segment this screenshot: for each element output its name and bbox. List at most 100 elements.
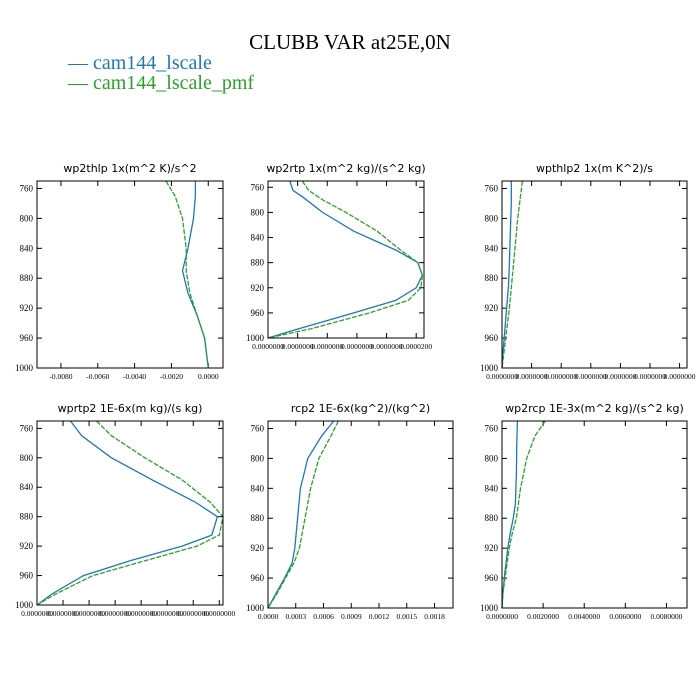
x-tick-label: 0.0000 [198,372,219,381]
x-tick-label: 0.0000000 [203,609,235,618]
legend-item-cam144-lscale-pmf: — cam144_lscale_pmf [68,72,255,94]
x-tick-label: 0.0009 [341,612,362,621]
subplot-title: wpthlp2 1x(m K^2)/s [536,162,653,175]
y-tick-label: 1000 [246,603,265,613]
x-tick-label: 0.0000000 [73,609,105,618]
y-tick-label: 840 [485,243,499,253]
x-tick-label: 0.0018 [424,612,445,621]
x-tick-label: 0.0000200 [400,342,432,351]
y-tick-label: 760 [20,183,34,193]
subplot-1: wp2thlp 1x(m^2 K)/s^2 760 800 840 880 920 960 1… [15,162,224,381]
x-tick-label: 0.0000000 [341,342,373,351]
x-tick-label: 0.0000000 [575,372,607,381]
y-tick-label: 800 [485,453,499,463]
subplot-2: wp2rtp 1x(m^2 kg)/(s^2 kg)760 800 840 880 92… [246,162,432,351]
subplot-3: wpthlp2 1x(m K^2)/s 760 800 840 880 920 960 100… [480,162,696,381]
y-tick-label: 960 [485,573,499,583]
y-tick-label: 760 [251,423,265,433]
y-tick-label: 960 [20,571,34,581]
y-tick-label: 800 [20,213,34,223]
subplot-6: wp2rcp 1E-3x(m^2 kg)/(s^2 kg) 760 800 840 88… [480,402,688,621]
y-tick-label: 960 [485,333,499,343]
x-tick-label: -0.0040 [123,372,146,381]
series-line-cam144-lscale-pmf [165,180,209,369]
y-tick-label: 960 [251,308,265,318]
x-tick-label: 0.0060000 [609,612,641,621]
y-tick-label: 920 [485,303,499,313]
y-tick-label: 840 [251,233,265,243]
figure-title: CLUBB VAR at25E,0N [249,30,451,54]
plot-frame [267,420,454,609]
y-tick-label: 800 [20,453,34,463]
x-tick-label: 0.0000000 [664,372,696,381]
legend-item-cam144-lscale: — cam144_lscale [68,52,212,74]
subplot-5: rcp2 1E-6x(kg^2)/(kg^2) 760 800 840 880 920 96… [246,402,454,621]
legend-label: cam144_lscale [93,52,212,74]
x-tick-label: 0.0006 [313,612,334,621]
x-tick-label: 0.0000000 [282,342,314,351]
series-line-cam144-lscale-pmf [36,420,224,606]
x-tick-label: 0.0000000 [252,342,284,351]
series-line-cam144-lscale [267,420,335,609]
x-tick-label: 0.0040000 [568,612,600,621]
x-tick-label: 0.0000000 [311,342,343,351]
y-tick-label: 760 [20,423,34,433]
x-tick-label: 0.0000000 [486,612,518,621]
x-tick-label: 0.0000000 [516,372,548,381]
y-tick-label: 840 [251,483,265,493]
x-tick-label: 0.0000 [258,612,279,621]
y-tick-label: 840 [20,243,34,253]
x-tick-label: 0.0000000 [545,372,577,381]
x-tick-label: 0.0000000 [151,609,183,618]
plot-frame [36,420,224,606]
y-tick-label: 880 [251,513,265,523]
y-tick-label: 800 [251,207,265,217]
y-tick-label: 880 [485,273,499,283]
series-line-cam144-lscale-pmf [267,180,424,339]
subplot-title: wp2thlp 1x(m^2 K)/s^2 [63,162,196,175]
series-line-cam144-lscale [501,420,519,609]
y-tick-label: 1000 [480,603,499,613]
y-tick-label: 800 [485,213,499,223]
y-tick-label: 760 [485,183,499,193]
series-line-cam144-lscale-pmf [267,420,339,609]
x-tick-label: 0.0000000 [634,372,666,381]
y-tick-label: 880 [20,512,34,522]
x-tick-label: 0.0015 [396,612,417,621]
x-tick-label: 0.0003 [285,612,306,621]
y-tick-label: 920 [485,543,499,553]
x-tick-label: 0.0012 [369,612,390,621]
y-tick-label: 880 [20,273,34,283]
x-tick-label: 0.0000000 [177,609,209,618]
y-tick-label: 920 [20,541,34,551]
x-tick-label: 0.0000000 [486,372,518,381]
y-tick-label: 880 [251,258,265,268]
y-tick-label: 920 [20,303,34,313]
x-tick-label: 0.0000000 [371,342,403,351]
x-tick-label: 0.0020000 [527,612,559,621]
y-tick-label: 1000 [15,363,34,373]
y-tick-label: 760 [485,423,499,433]
y-tick-label: 960 [251,573,265,583]
plot-frame [501,180,688,369]
series-line-cam144-lscale-pmf [501,180,524,369]
x-tick-label: 0.0000000 [604,372,636,381]
x-tick-label: 0.0000000 [99,609,131,618]
x-tick-label: 0.0080000 [651,612,683,621]
subplot-title: rcp2 1E-6x(kg^2)/(kg^2) [291,402,430,415]
plot-frame [501,420,688,609]
subplot-title: wp2rtp 1x(m^2 kg)/(s^2 kg) [266,162,425,175]
x-tick-label: 0.0000000 [21,609,53,618]
y-tick-label: 800 [251,453,265,463]
x-tick-label: -0.0080 [49,372,72,381]
x-tick-label: -0.0060 [86,372,109,381]
x-tick-label: 0.0000000 [125,609,157,618]
y-tick-label: 920 [251,543,265,553]
y-tick-label: 920 [251,283,265,293]
y-tick-label: 880 [485,513,499,523]
y-tick-label: 1000 [246,333,265,343]
series-line-cam144-lscale [501,181,512,369]
subplot-title: wprtp2 1E-6x(m kg)/(s kg) [58,402,203,415]
y-tick-label: 760 [251,182,265,192]
subplot-title: wp2rcp 1E-3x(m^2 kg)/(s^2 kg) [505,402,684,415]
